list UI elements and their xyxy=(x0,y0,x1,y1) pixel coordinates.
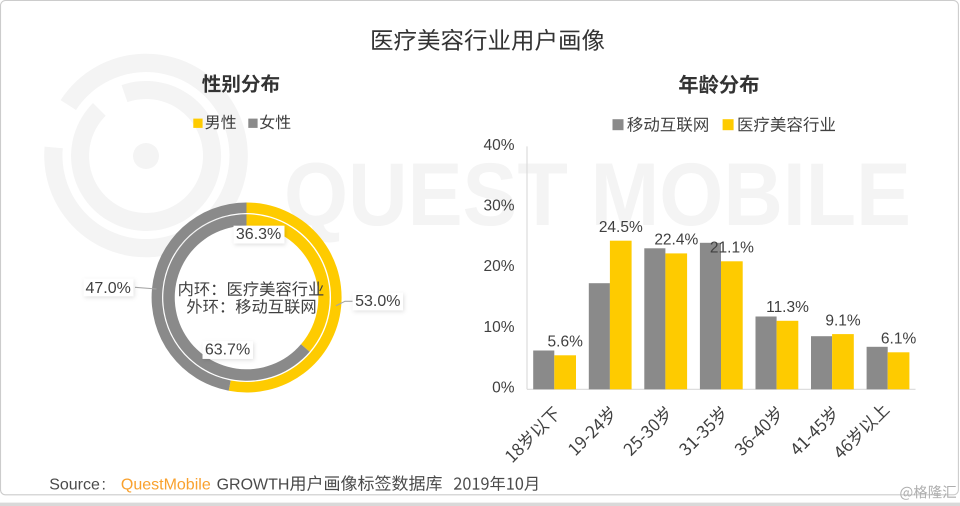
svg-text::: : xyxy=(102,477,106,494)
svg-text:40%: 40% xyxy=(483,137,514,154)
svg-text:QuestMobile: QuestMobile xyxy=(121,477,211,494)
svg-text:36.3%: 36.3% xyxy=(236,226,281,243)
svg-text:47.0%: 47.0% xyxy=(86,280,131,297)
svg-text:6.1%: 6.1% xyxy=(881,331,917,348)
svg-text:22.4%: 22.4% xyxy=(654,232,698,249)
svg-text:53.0%: 53.0% xyxy=(355,293,400,310)
svg-text:30%: 30% xyxy=(483,198,514,215)
svg-text:21.1%: 21.1% xyxy=(710,240,754,257)
svg-text:63.7%: 63.7% xyxy=(205,341,250,358)
svg-text:9.1%: 9.1% xyxy=(825,312,861,329)
svg-text:Source: Source xyxy=(49,477,100,494)
svg-text:20%: 20% xyxy=(483,258,514,275)
svg-text:0%: 0% xyxy=(492,380,515,397)
svg-text:5.6%: 5.6% xyxy=(548,334,584,351)
svg-text:QUEST MOBILE: QUEST MOBILE xyxy=(284,144,911,244)
svg-text:11.3%: 11.3% xyxy=(766,299,809,316)
svg-text:24.5%: 24.5% xyxy=(599,219,643,236)
svg-text:10%: 10% xyxy=(483,319,514,336)
svg-text:GROWTH: GROWTH xyxy=(217,477,290,494)
